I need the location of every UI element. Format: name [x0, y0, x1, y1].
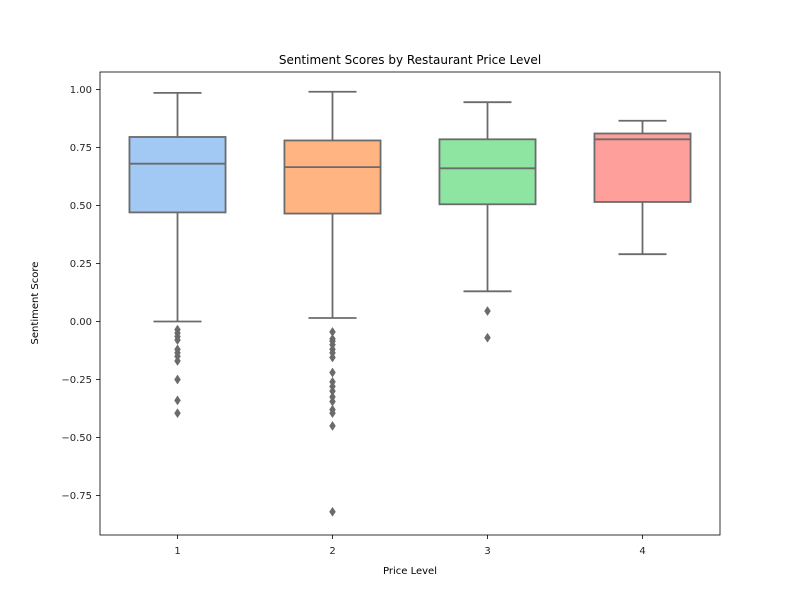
x-axis-title: Price Level — [383, 566, 437, 577]
x-tick-label: 3 — [484, 546, 490, 557]
outlier-point — [484, 306, 491, 316]
plot-frame — [99, 71, 721, 536]
outlier-point — [329, 408, 336, 419]
box — [128, 136, 227, 214]
outlier-point — [329, 506, 336, 517]
box-group-2 — [283, 90, 382, 517]
outlier-point — [174, 374, 181, 385]
x-axis: 1 2 3 4 — [174, 535, 646, 557]
plot-area — [128, 90, 692, 517]
box-group-1 — [128, 91, 227, 419]
box — [593, 132, 692, 203]
outlier-point — [329, 352, 336, 363]
y-axis: −0.75 −0.50 −0.25 0.00 0.25 0.50 0.75 1.00 — [61, 85, 100, 502]
outlier-point — [174, 355, 181, 366]
outlier-point — [174, 395, 181, 406]
y-tick-label: −0.50 — [61, 433, 92, 444]
outlier-point — [174, 408, 181, 419]
y-axis-title: Sentiment Score — [30, 262, 41, 345]
box-group-4 — [593, 119, 692, 256]
chart-title: Sentiment Scores by Restaurant Price Lev… — [279, 53, 541, 67]
outlier-point — [329, 367, 336, 378]
y-tick-label: −0.25 — [61, 375, 92, 386]
y-tick-label: 0.25 — [70, 259, 92, 270]
x-tick-label: 2 — [329, 546, 335, 557]
y-tick-label: 0.50 — [70, 201, 92, 212]
y-tick-label: 1.00 — [70, 85, 92, 96]
box — [283, 139, 382, 215]
y-tick-label: 0.00 — [70, 317, 92, 328]
box — [438, 138, 537, 206]
outlier-point — [484, 332, 491, 343]
outlier-point — [329, 420, 336, 431]
x-tick-label: 1 — [174, 546, 180, 557]
x-tick-label: 4 — [639, 546, 645, 557]
y-tick-label: 0.75 — [70, 143, 92, 154]
y-tick-label: −0.75 — [61, 491, 92, 502]
box-group-3 — [438, 101, 537, 343]
